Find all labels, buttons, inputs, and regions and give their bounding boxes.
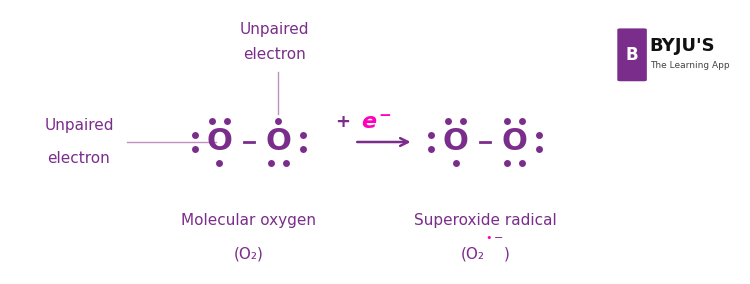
Text: Molecular oxygen: Molecular oxygen: [182, 213, 316, 228]
Text: O: O: [502, 128, 527, 156]
Text: O: O: [266, 128, 291, 156]
Text: e: e: [361, 112, 376, 132]
Text: B: B: [626, 46, 638, 64]
Text: O: O: [442, 128, 469, 156]
FancyBboxPatch shape: [617, 28, 646, 81]
Text: (O₂): (O₂): [234, 247, 264, 262]
Text: •: •: [485, 233, 491, 243]
Text: electron: electron: [47, 151, 110, 166]
Text: −: −: [378, 108, 391, 123]
Text: Superoxide radical: Superoxide radical: [414, 213, 556, 228]
Text: (O₂: (O₂: [461, 247, 485, 262]
Text: electron: electron: [243, 47, 306, 62]
Text: ): ): [503, 247, 509, 262]
Text: BYJU'S: BYJU'S: [650, 37, 716, 55]
Text: Unpaired: Unpaired: [44, 118, 114, 133]
Text: The Learning App: The Learning App: [650, 61, 730, 70]
Text: O: O: [206, 128, 232, 156]
Text: −: −: [494, 233, 503, 243]
Text: +: +: [336, 113, 357, 131]
Text: Unpaired: Unpaired: [240, 22, 310, 37]
